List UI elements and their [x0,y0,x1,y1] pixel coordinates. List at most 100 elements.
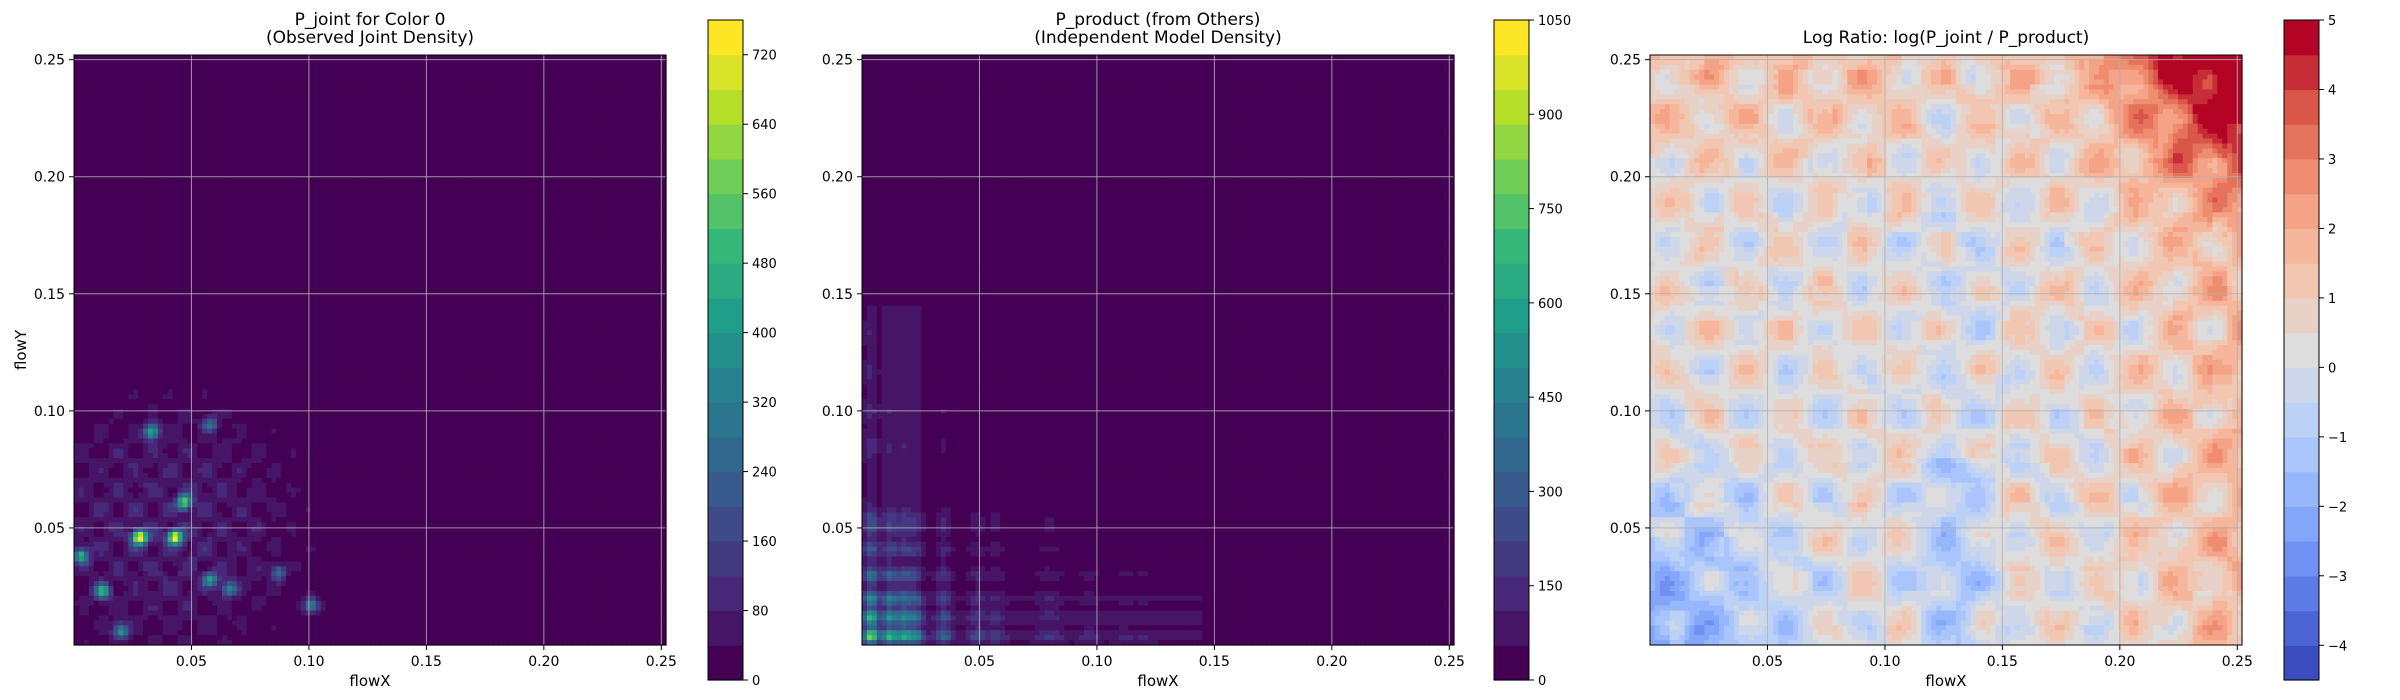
heatmap-cell [118,212,124,218]
heatmap-cell [168,237,174,243]
heatmap-cell [316,104,322,110]
heatmap-cell [405,232,411,238]
heatmap-cell [187,148,193,154]
heatmap-cell [331,237,337,243]
heatmap-cell [99,227,105,233]
heatmap-cell [572,203,578,209]
heatmap-cell [419,242,425,248]
heatmap-cell [409,237,415,243]
heatmap-cell [622,203,628,209]
heatmap-cell [178,247,184,253]
heatmap-cell [548,70,554,76]
heatmap-cell [483,144,489,150]
heatmap-cell [518,222,524,228]
heatmap-cell [84,65,90,71]
heatmap-cell [582,129,588,135]
heatmap-cell [99,129,105,135]
heatmap-cell [202,70,208,76]
heatmap-cell [479,124,485,130]
heatmap-cell [301,119,307,125]
heatmap-cell [405,85,411,91]
heatmap-cell [281,129,287,135]
heatmap-cell [202,183,208,189]
heatmap-cell [459,217,465,223]
heatmap-cell [627,168,633,174]
heatmap-cell [444,207,450,213]
heatmap-cell [133,139,139,145]
heatmap-cell [400,212,406,218]
heatmap-cell [424,85,430,91]
heatmap-cell [261,173,267,179]
heatmap-cell [350,134,356,140]
heatmap-cell [439,94,445,100]
heatmap-cell [113,242,119,248]
heatmap-cell [247,178,253,184]
heatmap-cell [562,134,568,140]
heatmap-cell [469,139,475,145]
heatmap-cell [553,178,559,184]
heatmap-cell [562,80,568,86]
heatmap-cell [444,70,450,76]
heatmap-cell [183,173,189,179]
heatmap-cell [148,158,154,164]
heatmap-cell [479,237,485,243]
heatmap-cell [454,85,460,91]
heatmap-cell [232,94,238,100]
heatmap-cell [123,198,129,204]
heatmap-cell [340,60,346,66]
heatmap-cell [296,227,302,233]
heatmap-cell [237,232,243,238]
heatmap-cell [449,163,455,169]
heatmap-cell [651,124,657,130]
heatmap-cell [439,163,445,169]
heatmap-cell [454,109,460,115]
heatmap-cell [286,183,292,189]
heatmap-cell [192,99,198,105]
heatmap-cell [400,173,406,179]
heatmap-cell [365,203,371,209]
heatmap-cell [483,134,489,140]
heatmap-cell [187,153,193,159]
heatmap-cell [257,212,263,218]
heatmap-cell [375,193,381,199]
heatmap-cell [301,109,307,115]
heatmap-cell [553,144,559,150]
heatmap-cell [202,124,208,130]
heatmap-cell [498,134,504,140]
heatmap-cell [281,148,287,154]
heatmap-cell [74,183,80,189]
heatmap-cell [518,242,524,248]
heatmap-cell [479,144,485,150]
heatmap-cell [538,119,544,125]
heatmap-cell [488,227,494,233]
heatmap-cell [587,168,593,174]
heatmap-cell [602,124,608,130]
heatmap-cell [424,193,430,199]
heatmap-cell [631,70,637,76]
heatmap-cell [385,70,391,76]
heatmap-cell [533,193,539,199]
heatmap-cell [109,99,115,105]
heatmap-cell [99,119,105,125]
heatmap-cell [449,203,455,209]
heatmap-cell [459,80,465,86]
heatmap-cell [296,65,302,71]
heatmap-cell [79,178,85,184]
heatmap-cell [419,119,425,125]
heatmap-cell [266,119,272,125]
heatmap-cell [316,168,322,174]
heatmap-cell [301,232,307,238]
heatmap-cell [148,153,154,159]
heatmap-cell [405,178,411,184]
heatmap-cell [311,134,317,140]
heatmap-cell [375,178,381,184]
heatmap-cell [311,114,317,120]
heatmap-cell [498,65,504,71]
heatmap-cell [617,222,623,228]
heatmap-cell [113,163,119,169]
heatmap-cell [439,178,445,184]
heatmap-cell [192,89,198,95]
heatmap-cell [607,153,613,159]
heatmap-cell [143,203,149,209]
heatmap-cell [651,85,657,91]
